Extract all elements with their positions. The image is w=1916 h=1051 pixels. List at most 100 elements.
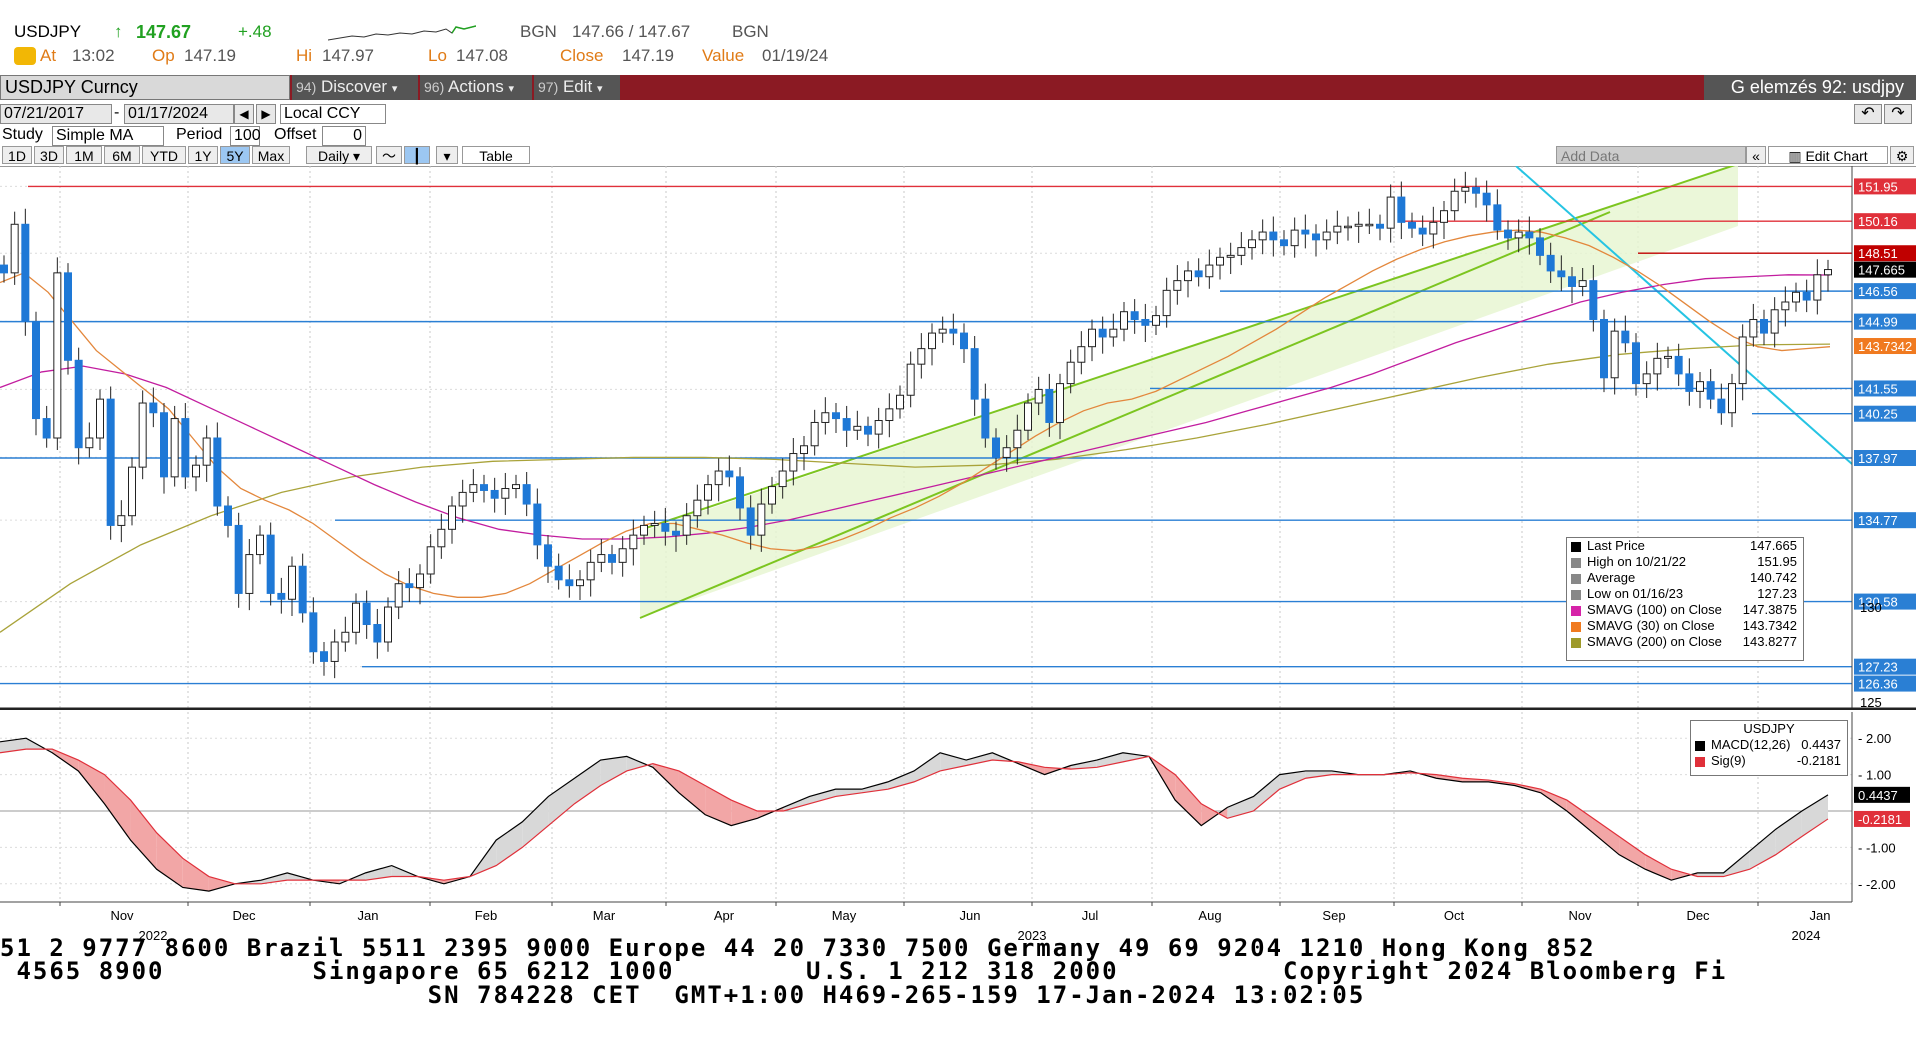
candle-chart-icon[interactable]: ┃ xyxy=(404,146,430,164)
range-button-6m[interactable]: 6M xyxy=(104,146,140,164)
price-chart[interactable]: 151.95 150.16 148.51 147.665 146.56 144.99 143… xyxy=(0,166,1916,710)
candle-body xyxy=(202,437,211,466)
security-field[interactable]: USDJPY Curncy xyxy=(0,75,290,100)
y-tick-label: - 2.00 xyxy=(1858,731,1891,746)
candle-body xyxy=(117,515,126,526)
alert-bell-icon[interactable] xyxy=(14,47,36,65)
channel-upper-line xyxy=(639,166,1736,531)
end-date-field[interactable]: 01/17/2024 xyxy=(124,104,234,124)
macd-chart[interactable]: - 2.00- 1.00- -1.00- -2.000.4437-0.2181N… xyxy=(0,712,1916,956)
prev-icon[interactable]: ◀ xyxy=(234,104,254,124)
candle-body xyxy=(821,412,830,423)
legend-label: Sig(9) xyxy=(1711,753,1746,768)
candle-body xyxy=(1269,231,1278,241)
legend-row: SMAVG (200) on Close 143.8277 xyxy=(1567,634,1803,650)
start-date-field[interactable]: 07/21/2017 xyxy=(0,104,112,124)
add-data-input[interactable]: Add Data xyxy=(1556,146,1746,164)
legend-row: Sig(9) -0.2181 xyxy=(1691,753,1847,769)
macd-fill xyxy=(914,752,941,782)
op-value: 147.19 xyxy=(184,46,236,65)
candle-body xyxy=(32,320,40,420)
study-select[interactable]: Simple MA xyxy=(52,126,164,146)
candle-body xyxy=(1578,280,1587,287)
axis-price-label: 127.23 xyxy=(1854,658,1916,675)
price-change: +.48 xyxy=(238,22,272,41)
range-button-1y[interactable]: 1Y xyxy=(188,146,218,164)
axis-label-bg xyxy=(1854,338,1916,355)
last-price: 147.67 xyxy=(136,22,192,42)
hi-label: Hi xyxy=(296,46,313,65)
year-label: 2023 xyxy=(1018,928,1047,943)
candle-body xyxy=(437,528,446,548)
range-button-5y[interactable]: 5Y xyxy=(220,146,250,164)
period-input[interactable]: 100 xyxy=(230,126,261,146)
candle-body xyxy=(1525,231,1534,239)
gear-icon[interactable]: ⚙ xyxy=(1890,146,1914,164)
range-button-1d[interactable]: 1D xyxy=(2,146,32,164)
candle-body xyxy=(1674,355,1683,375)
candle-body xyxy=(1429,221,1438,235)
candle-body xyxy=(1141,318,1150,326)
macd-fill xyxy=(1436,774,1463,782)
legend-label: Last Price xyxy=(1587,538,1645,553)
candle-body xyxy=(1642,373,1651,385)
macd-fill xyxy=(208,876,236,892)
candle-body xyxy=(1301,229,1310,235)
offset-input[interactable]: 0 xyxy=(322,126,366,146)
macd-fill xyxy=(156,832,183,888)
range-button-max[interactable]: Max xyxy=(252,146,290,164)
axis-label-text: 134.77 xyxy=(1858,513,1898,528)
next-icon[interactable]: ▶ xyxy=(256,104,276,124)
range-button-1m[interactable]: 1M xyxy=(66,146,102,164)
legend-row: SMAVG (30) on Close 143.7342 xyxy=(1567,618,1803,634)
candle-body xyxy=(650,522,659,526)
candle-body xyxy=(1184,270,1192,282)
actions-menu[interactable]: 96) Actions ▾ xyxy=(420,75,532,100)
edit-menu[interactable]: 97) Edit ▾ xyxy=(534,75,620,100)
collapse-icon[interactable]: « xyxy=(1746,146,1766,164)
macd-fill xyxy=(1775,811,1802,855)
candle-body xyxy=(1802,291,1811,301)
x-tick-label: Sep xyxy=(1322,908,1345,923)
currency-select[interactable]: Local CCY xyxy=(280,104,386,124)
candle-body xyxy=(362,602,371,626)
table-button[interactable]: Table xyxy=(462,146,530,164)
candle-body xyxy=(298,565,307,614)
candle-body xyxy=(1333,225,1342,233)
frequency-select[interactable]: Daily ▾ xyxy=(306,146,372,164)
axis-price-label: 143.7342 xyxy=(1854,338,1916,355)
x-tick-label: Oct xyxy=(1444,908,1465,923)
macd-fill xyxy=(1279,770,1306,790)
macd-fill xyxy=(731,800,758,826)
candle-body xyxy=(448,505,456,530)
discover-menu[interactable]: 94) Discover ▾ xyxy=(292,75,418,100)
range-button-3d[interactable]: 3D xyxy=(34,146,64,164)
chart-type-dropdown-icon[interactable]: ▾ xyxy=(436,146,458,164)
legend-label: MACD(12,26) xyxy=(1711,737,1791,752)
channel-lower-line xyxy=(639,211,1611,619)
candle-body xyxy=(1034,388,1043,404)
macd-fill xyxy=(1253,774,1280,811)
macd-fill xyxy=(1070,760,1097,770)
redo-icon[interactable]: ↷ xyxy=(1884,104,1912,124)
candle-body xyxy=(1653,357,1662,375)
candle-body xyxy=(1589,280,1598,320)
frequency-label: Daily xyxy=(317,148,350,164)
candle-body xyxy=(576,579,584,587)
y-tick-label: 130 xyxy=(1860,600,1882,615)
candle-body xyxy=(1066,361,1075,385)
candle-body xyxy=(832,412,840,420)
axis-price-label: 134.77 xyxy=(1854,512,1916,529)
line-chart-icon[interactable]: 〜 xyxy=(376,146,402,164)
macd-fill xyxy=(1645,854,1672,881)
edit-chart-button[interactable]: ▥ Edit Chart xyxy=(1768,146,1888,164)
axis-label-bg xyxy=(1854,283,1916,300)
candle-body xyxy=(1482,192,1491,206)
candle-body xyxy=(1237,247,1246,256)
macd-fill xyxy=(365,865,392,881)
candle-body xyxy=(1130,311,1139,320)
undo-icon[interactable]: ↶ xyxy=(1854,104,1882,124)
legend-swatch xyxy=(1571,573,1581,584)
range-button-ytd[interactable]: YTD xyxy=(142,146,186,164)
candle-body xyxy=(1088,328,1096,348)
